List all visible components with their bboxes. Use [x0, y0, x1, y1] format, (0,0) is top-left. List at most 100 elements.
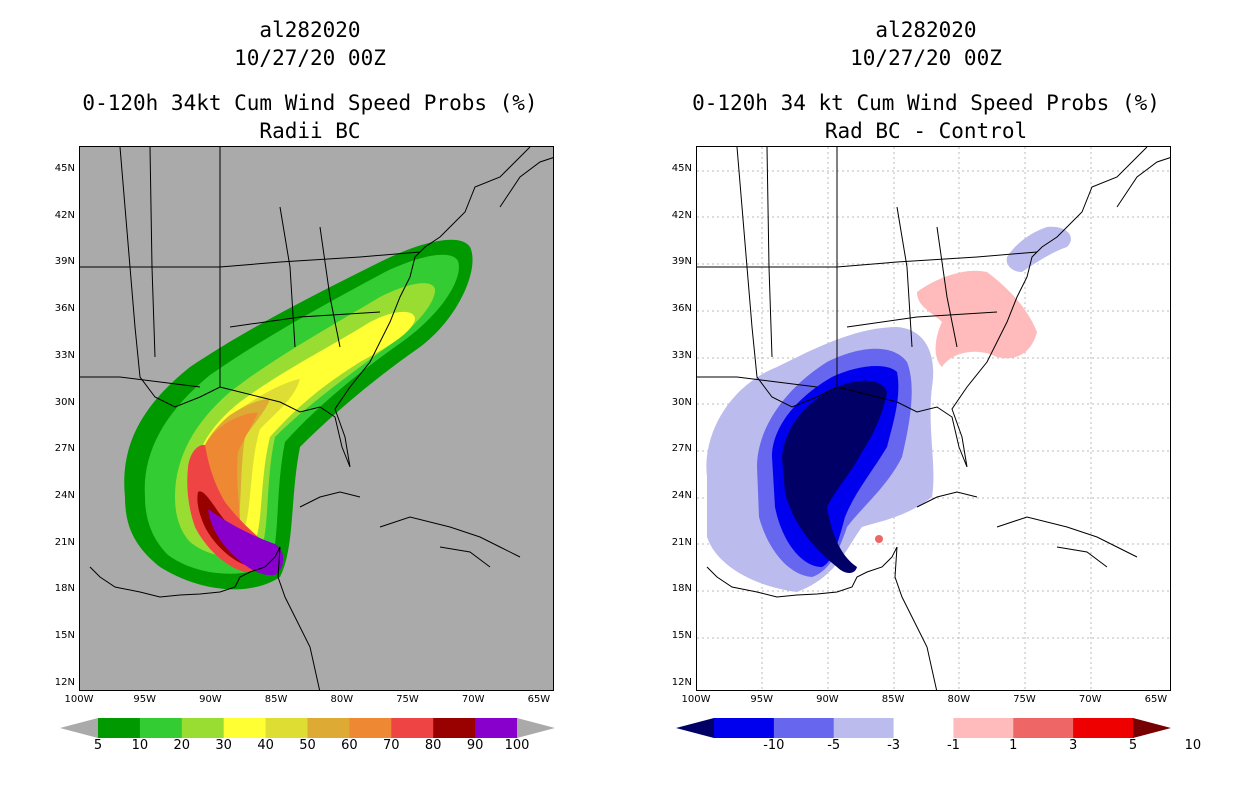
left-colorbar-segment — [307, 718, 350, 738]
left-lat-label: 21N — [54, 536, 75, 548]
right-colorbar-left-arrow — [676, 718, 714, 738]
right-colorbar — [676, 718, 1171, 738]
right-date: 10/27/20 00Z — [850, 46, 1002, 70]
left-lat-label: 24N — [54, 489, 75, 501]
left-colorbar-segment — [223, 718, 267, 738]
right-lat-label: 24N — [671, 489, 692, 501]
left-lat-label: 33N — [54, 349, 75, 361]
right-colorbar-segment — [714, 718, 775, 738]
left-colorbar-label: 30 — [215, 738, 232, 753]
left-lon-label: 95W — [133, 694, 156, 705]
right-lon-label: 85W — [881, 694, 905, 705]
diff-band-lt-minus1-north — [1006, 226, 1071, 272]
right-lat-label: 36N — [671, 303, 692, 315]
right-lon-label: 95W — [750, 694, 773, 705]
right-colorbar-svg — [676, 718, 1171, 738]
left-map-svg — [80, 147, 553, 690]
left-lon-label: 75W — [396, 694, 419, 705]
diff-band-lt-minus10 — [782, 380, 887, 573]
left-date: 10/27/20 00Z — [234, 46, 386, 70]
left-colorbar-segment — [98, 718, 141, 738]
right-gridlines — [697, 147, 1170, 690]
right-colorbar-segment — [953, 718, 1014, 738]
right-lon-label: 100W — [681, 694, 711, 705]
left-lat-label: 39N — [54, 256, 75, 268]
right-lat-label: 33N — [671, 349, 692, 361]
left-colorbar-label: 10 — [131, 738, 149, 753]
left-lat-label: 36N — [54, 303, 75, 315]
right-lon-label: 75W — [1013, 694, 1036, 705]
right-title: 0-120h 34 kt Cum Wind Speed Probs (%) — [692, 91, 1160, 115]
left-colorbar-segment — [475, 718, 518, 738]
left-lat-label: 27N — [54, 443, 75, 455]
left-colorbar-label: 50 — [299, 738, 316, 753]
left-map — [79, 146, 554, 691]
right-colorbar-segment — [773, 718, 835, 738]
left-map-boundaries — [80, 147, 553, 690]
left-lat-label: 15N — [54, 630, 75, 641]
right-map-svg — [697, 147, 1170, 690]
right-lat-label: 18N — [671, 583, 692, 595]
right-colorbar-label: 5 — [1128, 738, 1138, 753]
right-colorbar-label: -1 — [946, 738, 960, 753]
left-lon-label: 90W — [199, 694, 222, 705]
right-storm-id: al282020 — [875, 18, 977, 42]
right-lat-label: 27N — [671, 443, 692, 455]
left-colorbar-right-arrow — [517, 718, 555, 738]
left-colorbar-segment — [391, 718, 434, 738]
left-lon-label: 80W — [330, 694, 354, 705]
left-colorbar-segment — [139, 718, 183, 738]
right-lon-label: 90W — [816, 694, 839, 705]
left-colorbar-svg — [60, 718, 555, 738]
left-colorbar-label: 90 — [466, 738, 484, 753]
right-colorbar-segment — [1073, 718, 1134, 738]
right-lat-label: 45N — [671, 163, 692, 174]
right-lat-label: 21N — [671, 536, 692, 548]
right-lon-label: 80W — [947, 694, 971, 705]
right-lon-label: 65W — [1144, 694, 1168, 705]
left-lat-label: 18N — [54, 583, 75, 595]
right-lat-label: 30N — [671, 396, 692, 408]
left-colorbar-left-arrow — [60, 718, 98, 738]
right-colorbar-label: 10 — [1184, 738, 1202, 753]
prob-band-90 — [208, 509, 284, 576]
right-colorbar-label: 1 — [1009, 738, 1018, 753]
left-lon-label: 70W — [461, 694, 485, 705]
left-colorbar-label: 20 — [173, 738, 191, 753]
right-colorbar-label: -5 — [827, 738, 841, 753]
left-lat-label: 12N — [54, 676, 75, 688]
left-storm-id: al282020 — [259, 18, 361, 42]
right-subtitle: Rad BC - Control — [824, 119, 1028, 143]
left-subtitle: Radii BC — [259, 119, 361, 143]
left-lon-label: 65W — [527, 694, 551, 705]
left-title: 0-120h 34kt Cum Wind Speed Probs (%) — [82, 91, 538, 115]
right-lat-label: 42N — [671, 209, 692, 221]
right-map-boundaries — [697, 147, 1170, 690]
left-lon-label: 85W — [264, 694, 288, 705]
left-lon-label: 100W — [64, 694, 94, 705]
left-lat-label: 42N — [54, 209, 75, 221]
right-map — [696, 146, 1171, 691]
right-colorbar-segment — [1013, 718, 1074, 738]
left-lat-label: 30N — [54, 396, 75, 408]
left-colorbar-label: 5 — [93, 738, 103, 753]
diff-band-gt-plus1-a — [917, 270, 1037, 367]
left-colorbar-segment — [265, 718, 308, 738]
left-colorbar-segment — [433, 718, 476, 738]
right-colorbar-label: -3 — [887, 738, 901, 753]
left-colorbar-label: 80 — [424, 738, 442, 753]
diff-band-gt-plus3-dot — [875, 535, 883, 543]
left-colorbar-segment — [349, 718, 392, 738]
right-colorbar-label: -10 — [763, 738, 785, 753]
right-lat-label: 39N — [671, 256, 692, 268]
right-colorbar-segment — [893, 718, 954, 738]
right-colorbar-segment — [833, 718, 895, 738]
right-lat-label: 15N — [671, 630, 692, 641]
left-colorbar-label: 60 — [341, 738, 358, 753]
left-colorbar — [60, 718, 555, 738]
left-colorbar-label: 70 — [383, 738, 400, 753]
left-colorbar-label: 40 — [257, 738, 274, 753]
left-lat-label: 45N — [54, 163, 75, 174]
left-colorbar-label: 100 — [504, 738, 530, 753]
right-lat-label: 12N — [671, 676, 692, 688]
